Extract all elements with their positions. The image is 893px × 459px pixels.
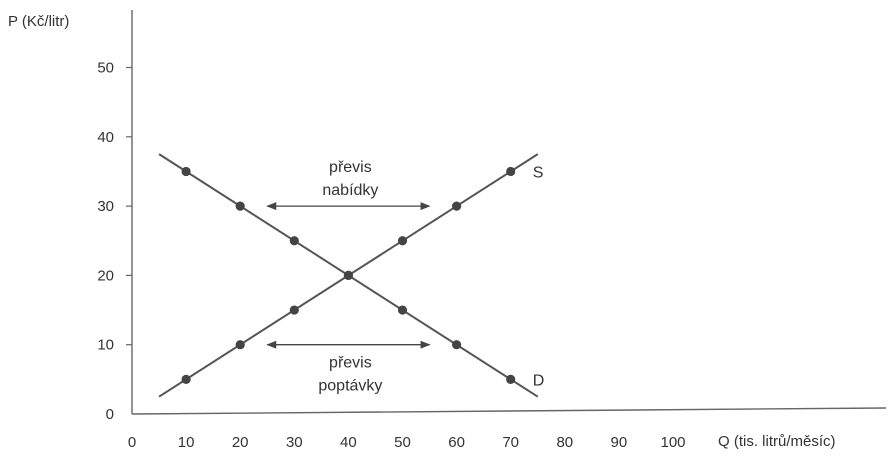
- x-axis-label: Q (tis. litrů/měsíc): [718, 433, 836, 450]
- y-tick-label: 40: [97, 129, 114, 146]
- data-point-D: [452, 340, 462, 350]
- series: SD: [158, 153, 545, 398]
- y-tick-label: 30: [97, 198, 114, 215]
- annotation-text: poptávky: [318, 378, 382, 395]
- data-point-D: [181, 166, 191, 177]
- y-axis-label: P (Kč/litr): [8, 13, 69, 30]
- x-tick-label: 50: [394, 434, 411, 451]
- data-point-S: [181, 374, 191, 384]
- annotation-text: nabídky: [322, 182, 378, 199]
- x-tick-label: 60: [448, 434, 465, 451]
- data-point-S: [289, 305, 299, 315]
- y-tick-label: 0: [106, 406, 114, 423]
- x-tick-label: 80: [556, 434, 573, 451]
- x-axis-line: [131, 407, 887, 415]
- x-tick-label: 70: [502, 434, 519, 451]
- x-tick-label: 40: [340, 434, 357, 451]
- y-tick-label: 20: [97, 267, 114, 284]
- series-label-S: S: [533, 164, 544, 181]
- data-point-D: [343, 270, 353, 280]
- data-point-D: [506, 374, 516, 384]
- x-tick-label: 10: [178, 434, 195, 451]
- ticks: 0 10 20 30 40 50 0 10 20 30 40 50 60 70 80 90 100: [97, 60, 685, 452]
- data-point-D: [289, 236, 299, 246]
- x-tick-label: 90: [611, 434, 628, 451]
- axes: [131, 10, 887, 415]
- annotation-text: převis: [329, 159, 372, 176]
- x-tick-label: 0: [128, 434, 136, 451]
- data-point-S: [397, 236, 408, 246]
- y-tick-label: 50: [97, 60, 114, 77]
- x-tick-label: 20: [232, 434, 249, 451]
- x-tick-label: 100: [660, 434, 685, 451]
- annotations: převis nabídky převis poptávky: [266, 159, 431, 395]
- annotation-text: převis: [329, 355, 372, 372]
- data-point-D: [397, 305, 408, 315]
- y-tick-label: 10: [97, 337, 114, 354]
- data-point-D: [235, 201, 245, 211]
- data-point-S: [452, 201, 462, 211]
- data-point-S: [235, 340, 245, 350]
- series-label-D: D: [533, 372, 545, 389]
- data-point-S: [506, 166, 516, 177]
- x-tick-label: 30: [286, 434, 303, 451]
